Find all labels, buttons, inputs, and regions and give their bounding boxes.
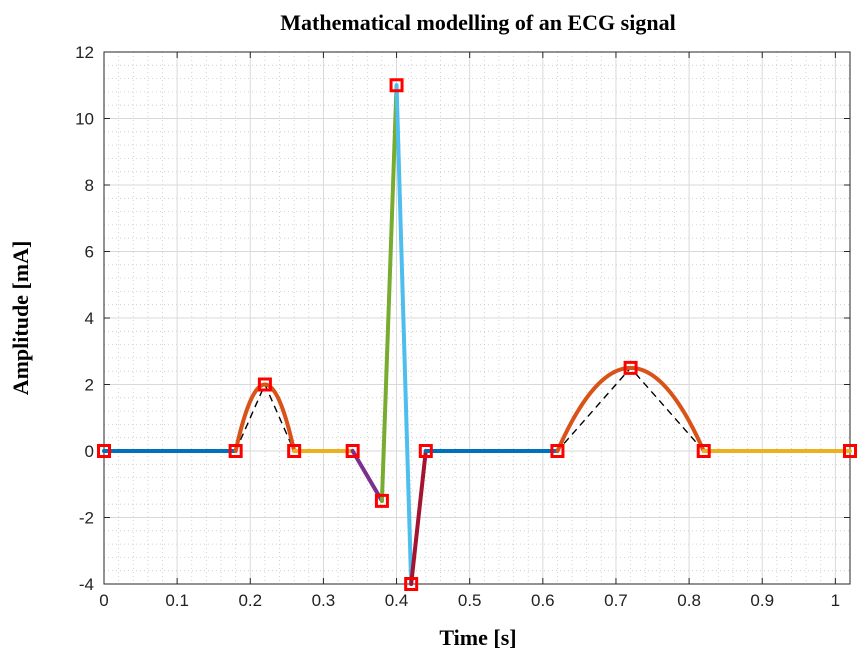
data-point-marker bbox=[345, 444, 360, 458]
x-tick-label: 0.8 bbox=[677, 591, 701, 610]
data-point-marker bbox=[389, 78, 404, 93]
data-point-marker bbox=[696, 444, 711, 458]
data-point-marker bbox=[374, 493, 389, 508]
data-point-marker bbox=[97, 444, 111, 458]
chart-title: Mathematical modelling of an ECG signal bbox=[280, 10, 675, 35]
x-axis-label: Time [s] bbox=[439, 625, 516, 650]
minor-grid bbox=[104, 52, 851, 584]
y-tick-label: 0 bbox=[85, 442, 94, 461]
data-point-marker bbox=[228, 444, 243, 458]
data-point-marker bbox=[287, 444, 302, 458]
ecg-segment-t-wave bbox=[555, 365, 706, 453]
x-tick-label: 1 bbox=[831, 591, 840, 610]
x-tick-label: 0.5 bbox=[458, 591, 482, 610]
x-tick-label: 0.4 bbox=[385, 591, 409, 610]
marker-layer bbox=[97, 78, 857, 591]
y-tick-label: 4 bbox=[85, 309, 94, 328]
y-tick-label: -2 bbox=[79, 509, 94, 528]
y-tick-label: 8 bbox=[85, 176, 94, 195]
y-axis-label: Amplitude [mA] bbox=[8, 241, 33, 396]
series-layer bbox=[102, 83, 852, 586]
x-tick-label: 0.1 bbox=[165, 591, 189, 610]
data-point-marker bbox=[623, 360, 638, 375]
y-tick-label: 12 bbox=[75, 43, 94, 62]
data-point-marker bbox=[404, 577, 419, 591]
ecg-segment-p-wave bbox=[233, 382, 297, 453]
tick-marks bbox=[103, 51, 850, 585]
data-point-marker bbox=[550, 444, 565, 458]
ecg-segment-q-wave bbox=[350, 449, 384, 503]
data-point-marker bbox=[257, 377, 272, 392]
data-point-marker bbox=[843, 444, 857, 458]
x-tick-label: 0.2 bbox=[238, 591, 262, 610]
x-tick-label: 0 bbox=[99, 591, 108, 610]
y-tick-label: 10 bbox=[75, 110, 94, 129]
x-tick-labels: 0 0.1 0.2 0.3 0.4 0.5 0.6 0.7 0.8 0.9 1 bbox=[99, 591, 840, 610]
data-point-marker bbox=[418, 444, 433, 458]
ecg-segment-r-upstroke bbox=[379, 83, 399, 503]
ecg-segment-r-downstroke bbox=[394, 83, 414, 586]
y-tick-label: 2 bbox=[85, 376, 94, 395]
x-tick-label: 0.9 bbox=[750, 591, 774, 610]
ecg-segment-s-wave bbox=[409, 449, 428, 586]
y-tick-label: -4 bbox=[79, 575, 94, 594]
y-tick-label: 6 bbox=[85, 243, 94, 262]
x-tick-label: 0.6 bbox=[531, 591, 555, 610]
x-tick-label: 0.3 bbox=[312, 591, 336, 610]
x-tick-label: 0.7 bbox=[604, 591, 628, 610]
y-tick-labels: -4 -2 0 2 4 6 8 10 12 bbox=[75, 43, 94, 594]
